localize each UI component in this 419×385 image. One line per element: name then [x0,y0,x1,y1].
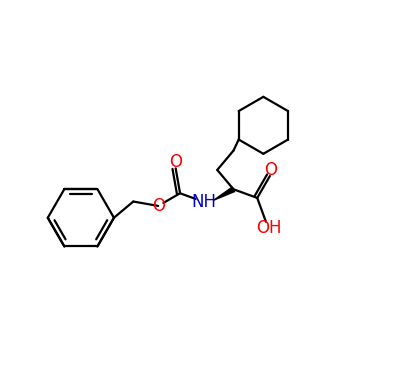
Text: O: O [264,161,277,179]
Polygon shape [214,187,235,200]
Text: NH: NH [191,193,216,211]
Text: OH: OH [256,219,282,237]
Text: O: O [169,153,182,171]
Text: O: O [152,197,165,215]
